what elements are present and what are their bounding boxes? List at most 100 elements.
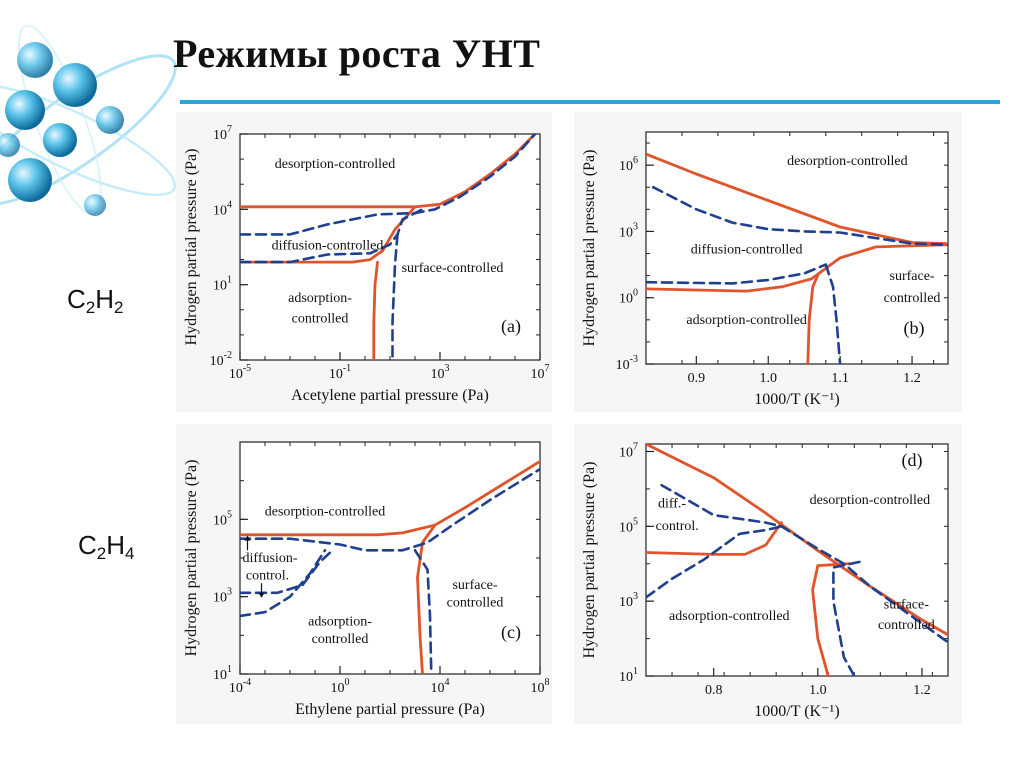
chart-a: 10-5 10-1 103 107 10-2 101 104 107 Acetylene par… [183, 124, 550, 404]
plot-frame [645, 443, 949, 677]
x-tick-label: 0.9 [688, 371, 706, 386]
region-label: diffusion- [243, 551, 298, 566]
panel-label: (c) [501, 622, 521, 643]
x-axis-label: 1000/T (K⁻¹) [754, 391, 839, 408]
formula-text: H [95, 284, 115, 314]
y-tick-label: 101 [619, 666, 638, 685]
region-label: adsorption- [288, 291, 352, 306]
region-label: controlled [312, 632, 369, 647]
plot-frame [239, 441, 541, 675]
region-label: surface- [452, 578, 497, 593]
formula-c2h2: C2H2 [67, 284, 124, 318]
solid-boundary-line [240, 205, 417, 264]
x-tick-label: 1.2 [913, 683, 931, 698]
x-tick-label: 10-4 [229, 677, 251, 696]
solid-boundary-line [646, 521, 783, 556]
dashed-boundary-line [391, 233, 399, 360]
region-label: adsorption-controlled [669, 609, 790, 624]
dashed-boundary-line [651, 185, 948, 246]
region-label: desorption-controlled [787, 154, 908, 169]
formula-subscript: 2 [96, 544, 107, 563]
y-tick-label: 103 [213, 587, 232, 606]
chart-panel-c: 10-4 100 104 108 101 103 105 Ethylene partial p… [176, 424, 552, 724]
region-label: surface-controlled [402, 261, 504, 276]
y-tick-label: 10-3 [616, 354, 638, 373]
y-axis-label: Hydrogen partial pressure (Pa) [581, 462, 598, 659]
x-tick-label: 107 [531, 363, 550, 382]
y-tick-label: 107 [619, 441, 638, 460]
title-underline [180, 100, 1000, 104]
y-tick-label: 107 [213, 124, 232, 143]
region-label: controlled [447, 595, 504, 610]
y-tick-label: 101 [213, 275, 232, 294]
region-label: surface- [890, 269, 935, 284]
x-axis-label: Ethylene partial pressure (Pa) [295, 701, 485, 718]
region-label: control. [246, 568, 289, 583]
y-tick-label: 103 [619, 591, 638, 610]
solid-boundary-line [416, 523, 437, 674]
dashed-boundary-line [646, 525, 783, 599]
region-label: control. [656, 519, 699, 534]
chart-panel-b: 0.9 1.0 1.1 1.2 10-3 100 103 106 1000/T (K⁻¹) Hyd… [574, 112, 962, 412]
panel-label: (d) [902, 450, 923, 471]
arrow-head-icon [258, 592, 265, 598]
x-tick-label: 1.1 [831, 371, 849, 386]
plot-lines [646, 152, 948, 364]
panel-label: (b) [904, 318, 925, 339]
formula-subscript: 2 [114, 298, 124, 317]
region-label: controlled [292, 311, 349, 326]
x-tick-label: 1.0 [759, 371, 777, 386]
y-tick-label: 106 [619, 155, 638, 174]
dashed-boundary-line [646, 263, 828, 285]
formula-text: C [78, 530, 97, 560]
x-tick-label: 104 [431, 677, 450, 696]
x-tick-label: 1.2 [903, 371, 921, 386]
panel-label: (a) [501, 316, 521, 337]
dashed-boundary-line [240, 467, 540, 552]
plot-lines [240, 134, 537, 360]
chart-d: 0.8 1.0 1.2 101 103 105 107 1000/T (K⁻¹) Hydroge… [581, 441, 949, 720]
arrow-head-icon [244, 535, 251, 541]
y-axis-label: Hydrogen partial pressure (Pa) [183, 149, 200, 346]
x-tick-label: 10-5 [229, 363, 251, 382]
formula-text: C [67, 284, 86, 314]
dashed-boundary-line [240, 208, 424, 264]
region-label: controlled [878, 618, 935, 633]
y-tick-label: 103 [619, 221, 638, 240]
region-label: diffusion-controlled [691, 243, 803, 258]
solid-boundary-line [646, 444, 948, 637]
x-tick-label: 100 [331, 677, 350, 696]
x-tick-label: 103 [431, 363, 450, 382]
solid-boundary-line [811, 562, 851, 676]
region-label: desorption-controlled [810, 493, 931, 508]
y-tick-label: 105 [619, 516, 638, 535]
dashed-boundary-line [660, 483, 948, 644]
x-tick-label: 108 [531, 677, 550, 696]
region-label: controlled [884, 291, 941, 306]
region-label: desorption-controlled [265, 504, 386, 519]
y-axis-label: Hydrogen partial pressure (Pa) [183, 460, 200, 657]
formula-c2h4: C2H4 [78, 530, 135, 564]
x-tick-label: 1.0 [809, 683, 827, 698]
solid-boundary-line [372, 260, 379, 360]
region-label: diff.- [658, 497, 686, 512]
solid-boundary-line [806, 271, 821, 364]
dashed-boundary-line [832, 560, 861, 676]
chart-c: 10-4 100 104 108 101 103 105 Ethylene partial p… [183, 441, 550, 718]
y-tick-label: 104 [213, 199, 232, 218]
formula-text: H [106, 530, 126, 560]
slide-title: Режимы роста УНТ [173, 31, 541, 76]
x-tick-label: 10-1 [329, 363, 351, 382]
region-label: adsorption- [308, 615, 372, 630]
region-label: adsorption-controlled [686, 313, 807, 328]
molecule-orbit-icon [0, 24, 177, 216]
x-axis-label: 1000/T (K⁻¹) [754, 703, 839, 720]
dashed-boundary-line [240, 549, 334, 595]
dashed-boundary-line [240, 549, 327, 618]
dashed-boundary-line [824, 263, 842, 364]
region-label: surface- [884, 598, 929, 613]
dashed-boundary-line [240, 134, 537, 236]
solid-boundary-line [646, 277, 813, 293]
region-label: desorption-controlled [275, 157, 396, 172]
chart-panel-d: 0.8 1.0 1.2 101 103 105 107 1000/T (K⁻¹) Hydroge… [574, 424, 962, 724]
